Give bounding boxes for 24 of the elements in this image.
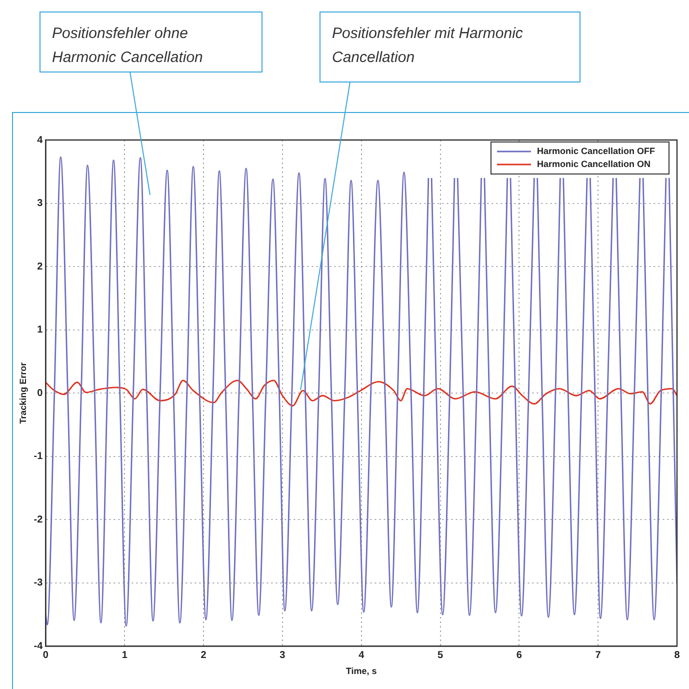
- x-tick-label: 1: [122, 650, 128, 661]
- x-tick-label: 5: [437, 650, 444, 661]
- legend-label: Harmonic Cancellation ON: [536, 158, 651, 169]
- y-tick-label: 1: [37, 324, 44, 336]
- y-tick-label: 0: [37, 388, 44, 399]
- x-tick-label: 8: [674, 650, 680, 661]
- x-axis-title: Time, s: [346, 666, 377, 676]
- legend-label: Harmonic Cancellation OFF: [536, 146, 656, 156]
- y-tick-label: -3: [34, 578, 44, 589]
- y-tick-label: 3: [37, 198, 44, 210]
- y-tick-label: -1: [34, 451, 44, 462]
- y-tick-label: 2: [37, 261, 44, 272]
- annotation: Positionsfehler mit Harmonic Cancellation: [332, 25, 524, 66]
- text: Positionsfehler ohne Harmonic Cancellation: [52, 25, 203, 66]
- y-tick-label: 4: [37, 134, 44, 146]
- x-tick-label: 6: [516, 650, 522, 661]
- y-tick-label: -4: [34, 640, 44, 652]
- x-tick-label: 7: [595, 650, 602, 661]
- y-axis-title: Tracking Error: [18, 362, 28, 424]
- line-series: [46, 380, 677, 406]
- x-tick-label: 2: [200, 650, 207, 661]
- y-tick-label: -2: [34, 514, 44, 526]
- x-tick-label: 3: [280, 650, 286, 661]
- x-tick-label: 4: [358, 650, 365, 661]
